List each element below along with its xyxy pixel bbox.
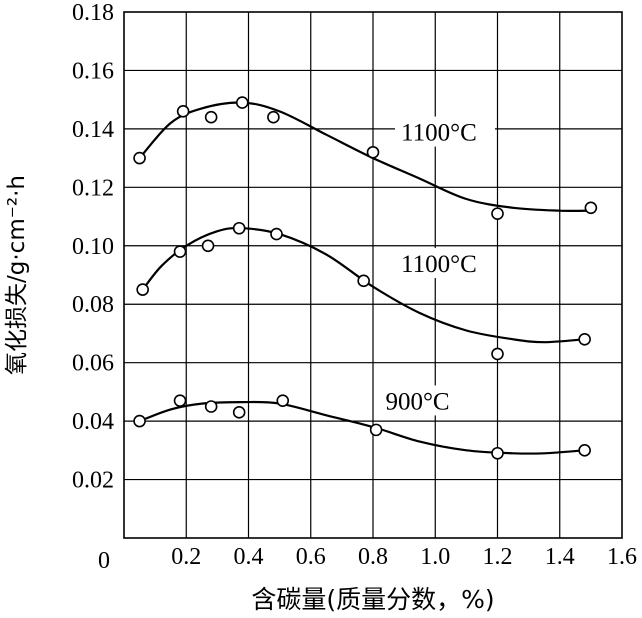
x-tick-label: 0.6 — [296, 544, 326, 570]
series-label-background — [395, 116, 496, 147]
x-tick-label: 0.4 — [234, 544, 264, 570]
data-point — [204, 400, 218, 413]
grid — [124, 12, 622, 538]
y-tick-label: 0.18 — [72, 0, 114, 26]
data-point — [232, 406, 246, 419]
series-label-background — [395, 248, 496, 279]
x-tick-label: 1.2 — [483, 544, 513, 570]
y-axis-label: 氧化损失/g·cm⁻²·h — [4, 175, 30, 375]
x-axis-label: 含碳量(质量分数，%) — [251, 585, 494, 614]
y-tick-labels: 0.02 0.04 0.06 0.08 0.10 0.12 0.14 0.16 0.18 — [72, 0, 114, 494]
series-labels: 1100°C 1100°C 900°C — [379, 116, 496, 416]
data-point — [578, 332, 591, 346]
series-curve-1 — [141, 226, 585, 344]
y-tick-label: 0.02 — [72, 468, 114, 494]
data-point — [173, 245, 187, 258]
data-point — [232, 221, 246, 235]
data-point — [267, 110, 280, 124]
data-point — [578, 444, 591, 457]
series-curve-2 — [139, 400, 585, 455]
data-point — [276, 394, 290, 407]
data-point — [235, 96, 249, 109]
series-label-2: 900°C — [385, 388, 449, 415]
x-tick-label: 0.8 — [358, 544, 388, 570]
y-tick-label: 0.08 — [72, 292, 114, 318]
data-point — [491, 446, 504, 460]
y-tick-label: 0.14 — [72, 117, 114, 143]
data-point — [584, 201, 598, 215]
series-curves — [138, 101, 591, 455]
data-point — [491, 207, 504, 220]
y-tick-label: 0.16 — [72, 58, 114, 84]
plot-frame — [123, 11, 623, 539]
x-tick-label: 0.2 — [171, 544, 201, 570]
origin-tick-label: 0 — [98, 548, 110, 574]
data-point — [491, 347, 504, 361]
data-point — [369, 423, 383, 437]
series-label-0: 1100°C — [401, 120, 477, 147]
y-tick-label: 0.06 — [72, 351, 114, 377]
data-point — [270, 227, 283, 241]
y-tick-label: 0.12 — [72, 175, 114, 201]
y-tick-label: 0.10 — [72, 234, 114, 260]
data-point — [136, 283, 149, 296]
data-point — [204, 110, 218, 124]
data-point — [201, 239, 215, 253]
x-tick-label: 1.0 — [420, 544, 450, 570]
x-tick-label: 1.4 — [545, 544, 575, 570]
series-label-1: 1100°C — [401, 251, 477, 278]
data-point — [176, 105, 190, 118]
x-tick-labels: 0.2 0.4 0.6 0.8 1.0 1.2 1.4 1.6 — [171, 544, 637, 570]
data-point — [173, 394, 187, 407]
data-point — [366, 145, 380, 159]
series-curve-0 — [138, 101, 591, 213]
data-point — [133, 414, 146, 428]
data-point — [357, 274, 370, 288]
series-label-background — [379, 385, 480, 416]
x-tick-label: 1.6 — [607, 544, 637, 570]
y-tick-label: 0.04 — [72, 409, 114, 435]
series-points — [133, 96, 598, 460]
data-point — [133, 151, 146, 165]
